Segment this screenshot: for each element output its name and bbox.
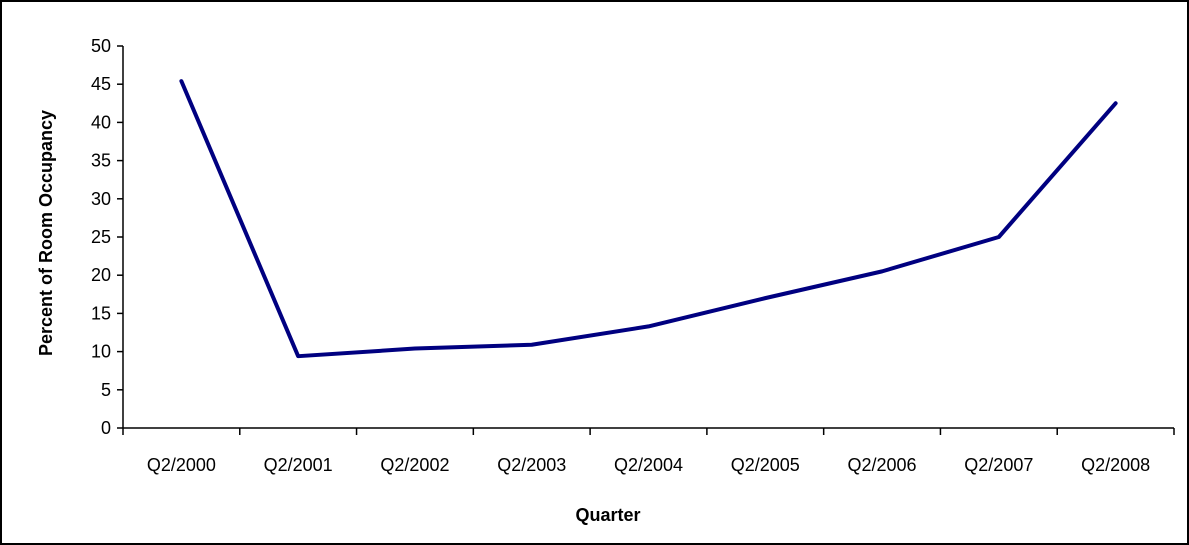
- y-tick-label: 50: [91, 36, 111, 56]
- y-tick-label: 20: [91, 265, 111, 285]
- x-tick-label: Q2/2004: [614, 455, 683, 475]
- y-tick-label: 15: [91, 303, 111, 323]
- series-line: [179, 79, 1118, 359]
- y-tick-label: 35: [91, 151, 111, 171]
- x-tick-label: Q2/2008: [1081, 455, 1150, 475]
- series-group: [179, 79, 1118, 359]
- x-tick-label: Q2/2005: [731, 455, 800, 475]
- x-ticks: Q2/2000 Q2/2001 Q2/2002 Q2/2003 Q2/2004 Q2/20…: [122, 428, 1175, 475]
- x-tick-label: Q2/2007: [964, 455, 1033, 475]
- x-tick-label: Q2/2003: [497, 455, 566, 475]
- x-axis-title: Quarter: [575, 505, 640, 525]
- y-axis-title: Percent of Room Occupancy: [36, 110, 56, 356]
- y-tick-label: 0: [101, 418, 111, 438]
- x-tick-label: Q2/2001: [264, 455, 333, 475]
- y-tick-label: 5: [101, 380, 111, 400]
- x-tick-label: Q2/2006: [848, 455, 917, 475]
- y-tick-label: 45: [91, 74, 111, 94]
- y-ticks: 0 5 10 15 20 25 30 35 40 45 50: [91, 36, 123, 438]
- x-tick-label: Q2/2002: [380, 455, 449, 475]
- y-tick-label: 40: [91, 112, 111, 132]
- y-tick-label: 25: [91, 227, 111, 247]
- y-tick-label: 30: [91, 189, 111, 209]
- y-tick-label: 10: [91, 342, 111, 362]
- x-tick-label: Q2/2000: [147, 455, 216, 475]
